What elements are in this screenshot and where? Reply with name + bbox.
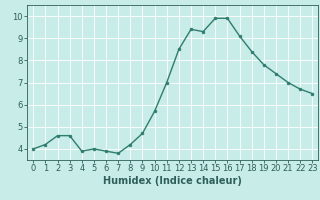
X-axis label: Humidex (Indice chaleur): Humidex (Indice chaleur): [103, 176, 242, 186]
